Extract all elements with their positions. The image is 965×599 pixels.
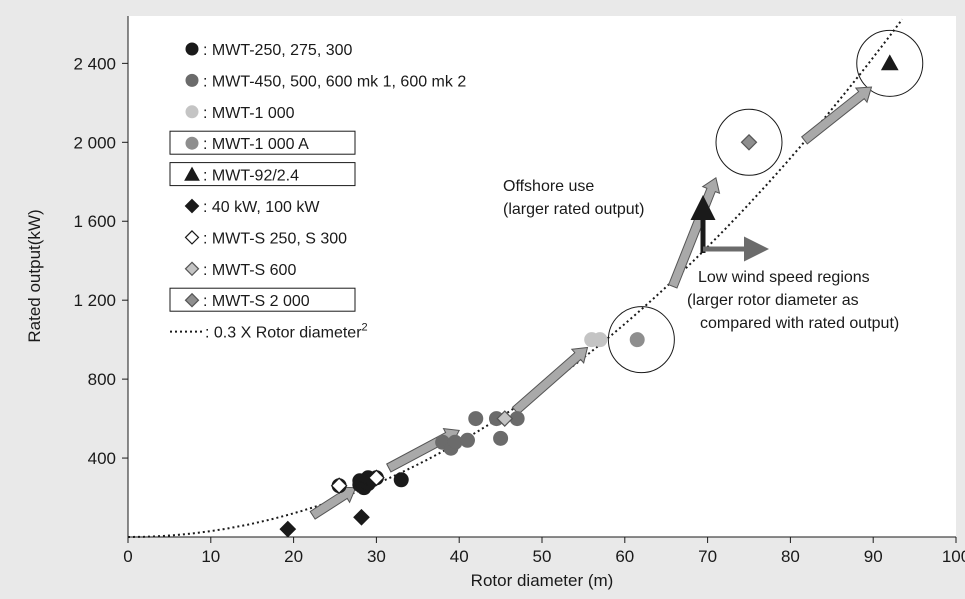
trend-curve (128, 18, 903, 538)
x-axis-label: Rotor diameter (m) (471, 571, 614, 590)
legend-marker (185, 42, 199, 56)
legend-label: : MWT-450, 500, 600 mk 1, 600 mk 2 (203, 73, 466, 90)
highlight-circle (856, 29, 924, 97)
data-points (279, 54, 899, 538)
annotation-offshore-line2: (larger rated output) (503, 201, 644, 218)
legend-label: : MWT-1 000 (203, 105, 295, 122)
y-tick-label: 1 200 (73, 291, 116, 310)
x-tick-label: 90 (864, 547, 883, 566)
legend-box (169, 162, 356, 187)
legend-label: : 40 kW, 100 kW (203, 199, 320, 216)
legend-marker (184, 230, 200, 245)
trend-curve-layer (128, 18, 903, 538)
legend-marker (184, 292, 200, 308)
data-point (493, 430, 509, 446)
x-tick-label: 20 (284, 547, 303, 566)
data-point (353, 508, 370, 526)
x-tick-label: 80 (781, 547, 800, 566)
data-point (459, 432, 475, 448)
trend-arrow (511, 346, 589, 415)
legend-marker (184, 261, 200, 277)
data-point (496, 410, 514, 427)
x-tick-label: 70 (698, 547, 717, 566)
x-tick-label: 10 (201, 547, 220, 566)
x-tick-label: 60 (615, 547, 634, 566)
legend-label: : MWT-92/2.4 (203, 168, 299, 185)
y-tick-label: 2 000 (73, 133, 116, 152)
legend-marker (184, 166, 200, 181)
x-tick-label: 30 (367, 547, 386, 566)
data-point (393, 472, 409, 488)
x-tick-label: 50 (533, 547, 552, 566)
legend-box (169, 130, 356, 155)
y-axis-label: Rated output(kW) (25, 209, 44, 342)
data-point (629, 332, 645, 348)
y-tick-label: 1 600 (73, 212, 116, 231)
annotation-lowwind-line2: (larger rotor diameter as (687, 292, 859, 309)
legend-marker (185, 136, 199, 150)
data-point (279, 520, 297, 538)
data-point (368, 469, 385, 487)
data-point (468, 411, 484, 427)
legend-box (169, 287, 356, 312)
highlight-circle (607, 306, 675, 374)
trend-arrow (800, 86, 873, 145)
data-point (330, 477, 348, 495)
legend: : MWT-250, 275, 300 : MWT-450, 500, 600 m… (169, 42, 466, 342)
legend-label: : MWT-1 000 A (203, 136, 309, 153)
legend-curve-superscript: 2 (362, 322, 368, 334)
highlight-circle (715, 108, 783, 176)
legend-marker (184, 198, 200, 214)
plot-area (128, 16, 956, 537)
x-tick-label: 40 (450, 547, 469, 566)
data-point (592, 332, 608, 348)
x-tick-label: 0 (123, 547, 132, 566)
legend-marker (185, 73, 199, 87)
axis-ticks: 0 10 20 30 40 50 60 70 80 90 100 400 800 1 200 1 600 2 … (73, 54, 965, 566)
legend-label: : MWT-S 600 (203, 262, 296, 279)
data-point (447, 434, 463, 450)
legend-label: : MWT-250, 275, 300 (203, 42, 353, 59)
annotation-lowwind-line1: Low wind speed regions (698, 269, 870, 286)
annotation-offshore-line1: Offshore use (503, 178, 594, 195)
y-tick-label: 800 (88, 370, 116, 389)
legend-label: : MWT-S 250, S 300 (203, 230, 347, 247)
y-tick-label: 2 400 (73, 54, 116, 73)
trend-arrow (309, 486, 357, 520)
legend-label: : 0.3 X Rotor diameter2 (205, 322, 368, 342)
legend-marker (185, 105, 199, 119)
data-point (740, 133, 758, 151)
data-point (880, 54, 899, 71)
highlight-circles (607, 29, 924, 374)
legend-label: : MWT-S 2 000 (203, 293, 310, 310)
y-tick-label: 400 (88, 449, 116, 468)
legend-curve-label: : 0.3 X Rotor diameter (205, 325, 362, 342)
x-tick-label: 100 (942, 547, 965, 566)
annotation-lowwind-line3: compared with rated output) (700, 315, 899, 332)
